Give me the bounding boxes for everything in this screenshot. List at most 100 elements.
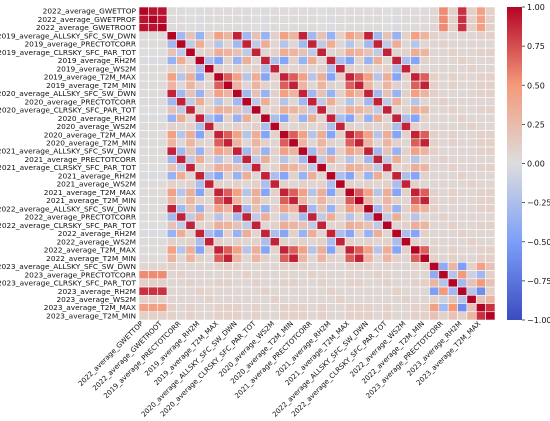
- heatmap-cell: [466, 80, 477, 90]
- heatmap-cell: [475, 262, 486, 271]
- heatmap-cell: [166, 31, 177, 41]
- heatmap-cell: [438, 56, 449, 65]
- heatmap-cell: [457, 23, 468, 33]
- heatmap-cell: [475, 204, 486, 214]
- heatmap-cell: [166, 204, 177, 214]
- heatmap-cell: [204, 220, 215, 230]
- heatmap-cell: [401, 229, 411, 238]
- heatmap-cell: [232, 154, 243, 164]
- heatmap-cell: [176, 237, 187, 247]
- heatmap-cell: [391, 14, 402, 24]
- heatmap-cell: [148, 270, 159, 280]
- heatmap-cell: [297, 196, 308, 205]
- heatmap-cell: [251, 245, 262, 255]
- heatmap-cell: [166, 56, 177, 65]
- heatmap-cell: [401, 31, 411, 41]
- heatmap-cell: [166, 220, 177, 230]
- heatmap-cell: [429, 39, 440, 49]
- heatmap-cell: [251, 122, 262, 131]
- heatmap-cell: [438, 286, 449, 296]
- heatmap-cell: [185, 245, 196, 255]
- heatmap-cell: [410, 122, 421, 131]
- heatmap-cell: [475, 105, 486, 115]
- heatmap-cell: [204, 212, 215, 222]
- heatmap-cell: [466, 146, 477, 156]
- y-tick-label: 2020_average_PRECTOTCORR: [24, 97, 136, 106]
- heatmap-cell: [260, 97, 271, 107]
- heatmap-cell: [157, 23, 168, 33]
- heatmap-cell: [279, 204, 290, 214]
- heatmap-cell: [185, 154, 196, 164]
- heatmap-cell: [157, 56, 168, 65]
- heatmap-cell: [251, 97, 262, 107]
- heatmap-cell: [485, 278, 496, 288]
- heatmap-cell: [354, 97, 365, 107]
- heatmap-cell: [335, 80, 346, 90]
- heatmap-cell: [335, 122, 346, 131]
- heatmap-cell: [232, 196, 243, 205]
- heatmap-cell: [185, 105, 196, 115]
- heatmap-cell: [344, 89, 355, 98]
- heatmap-cell: [269, 97, 280, 107]
- heatmap-cell: [194, 212, 205, 222]
- heatmap-cell: [241, 294, 252, 304]
- heatmap-cell: [363, 89, 374, 98]
- heatmap-cell: [363, 311, 374, 321]
- heatmap-cell: [241, 47, 252, 57]
- heatmap-cell: [307, 89, 318, 98]
- heatmap-cell: [288, 80, 299, 90]
- heatmap-cell: [307, 146, 318, 156]
- heatmap-cell: [485, 89, 496, 98]
- heatmap-cell: [157, 97, 168, 107]
- heatmap-cell: [185, 220, 196, 230]
- heatmap-cell: [354, 245, 365, 255]
- heatmap-cell: [138, 311, 149, 321]
- heatmap-cell: [279, 171, 290, 181]
- heatmap-cell: [391, 253, 402, 263]
- heatmap-cell: [307, 130, 318, 140]
- heatmap-cell: [344, 171, 355, 181]
- heatmap-cell: [241, 72, 252, 82]
- heatmap-cell: [269, 294, 280, 304]
- heatmap-cell: [148, 146, 159, 156]
- heatmap-cell: [382, 138, 393, 148]
- heatmap-cell: [382, 97, 393, 107]
- heatmap-cell: [157, 47, 168, 57]
- heatmap-cell: [382, 113, 393, 123]
- heatmap-cell: [475, 220, 486, 230]
- heatmap-cell: [260, 270, 271, 280]
- heatmap-cell: [401, 80, 411, 90]
- heatmap-cell: [419, 196, 430, 205]
- heatmap-cell: [466, 14, 477, 24]
- heatmap-cell: [457, 64, 468, 74]
- heatmap-cell: [176, 262, 187, 271]
- heatmap-cell: [382, 47, 393, 57]
- heatmap-cell: [354, 171, 365, 181]
- heatmap-cell: [410, 196, 421, 205]
- heatmap-cell: [176, 97, 187, 107]
- heatmap-cell: [419, 6, 430, 16]
- heatmap-cell: [410, 47, 421, 57]
- heatmap-cell: [204, 89, 215, 98]
- heatmap-cell: [166, 237, 177, 247]
- heatmap-cell: [185, 23, 196, 33]
- heatmap-cell: [297, 253, 308, 263]
- heatmap-cell: [475, 171, 486, 181]
- heatmap-cell: [166, 245, 177, 255]
- heatmap-cell: [363, 278, 374, 288]
- heatmap-cell: [438, 6, 449, 16]
- heatmap-cell: [307, 97, 318, 107]
- heatmap-cell: [457, 154, 468, 164]
- heatmap-cell: [382, 146, 393, 156]
- heatmap-cell: [410, 179, 421, 189]
- heatmap-cell: [279, 286, 290, 296]
- heatmap-cell: [157, 204, 168, 214]
- heatmap-cell: [419, 89, 430, 98]
- heatmap-cell: [326, 89, 337, 98]
- heatmap-cell: [466, 196, 477, 205]
- heatmap-cell: [475, 138, 486, 148]
- heatmap-cell: [166, 39, 177, 49]
- heatmap-cell: [466, 72, 477, 82]
- heatmap-cell: [288, 47, 299, 57]
- heatmap-cell: [204, 64, 215, 74]
